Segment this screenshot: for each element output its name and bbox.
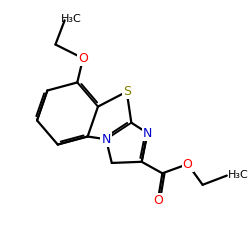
Text: H₃C: H₃C xyxy=(61,14,82,24)
Text: O: O xyxy=(153,194,163,207)
Text: S: S xyxy=(123,85,131,98)
Text: O: O xyxy=(78,52,88,65)
Text: O: O xyxy=(183,158,192,170)
Text: H₃C: H₃C xyxy=(228,170,249,180)
Text: N: N xyxy=(101,133,111,146)
Text: N: N xyxy=(143,126,152,140)
